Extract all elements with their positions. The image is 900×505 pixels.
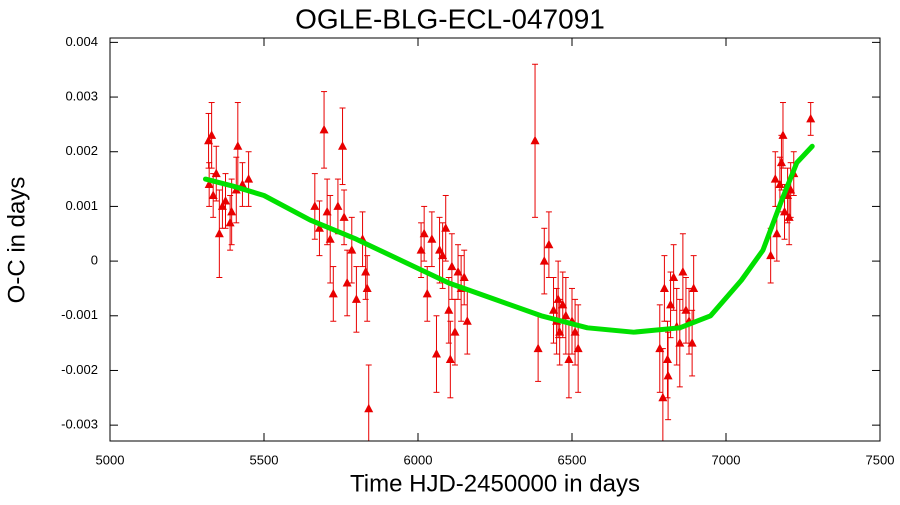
plot-area — [202, 63, 816, 441]
data-point — [416, 245, 426, 254]
data-point — [669, 272, 679, 282]
data-point — [431, 349, 441, 358]
y-tick-label: 0 — [91, 253, 98, 268]
x-tick-label: 7000 — [712, 452, 741, 467]
x-tick-label: 5000 — [96, 452, 125, 467]
data-point — [221, 195, 230, 205]
y-tick-label: 0.004 — [65, 34, 98, 49]
data-point — [319, 124, 329, 134]
data-point — [339, 212, 349, 221]
x-tick-label: 7500 — [866, 452, 895, 467]
data-point — [244, 174, 254, 183]
data-point — [422, 288, 432, 298]
data-point — [314, 223, 324, 232]
data-point — [570, 327, 580, 336]
data-point — [459, 272, 469, 282]
data-point — [786, 185, 796, 194]
data-point — [427, 234, 437, 243]
data-point — [441, 223, 451, 232]
data-point — [351, 294, 361, 303]
data-point — [553, 294, 563, 303]
y-axis-label: O-C in days — [3, 177, 30, 304]
fit-curve — [202, 143, 815, 335]
data-point — [204, 179, 214, 189]
data-point — [561, 310, 571, 320]
data-point — [689, 283, 699, 292]
data-point — [322, 206, 332, 216]
data-point — [659, 283, 669, 292]
data-point — [310, 201, 320, 210]
data-point — [678, 267, 688, 276]
y-tick-label: 0.001 — [65, 198, 98, 213]
data-point — [204, 135, 214, 145]
data-point — [325, 234, 335, 243]
data-point — [776, 157, 786, 167]
data-point — [539, 256, 549, 265]
data-point — [445, 354, 455, 364]
data-point — [338, 141, 348, 150]
data-point — [549, 305, 559, 314]
data-point — [555, 327, 565, 336]
data-point — [666, 299, 676, 309]
data-point — [328, 288, 338, 298]
data-point — [573, 343, 583, 353]
data-point — [558, 299, 568, 309]
data-point — [766, 250, 776, 260]
data-point — [450, 327, 460, 336]
data-point — [444, 305, 454, 314]
data-point — [655, 343, 665, 353]
y-tick-label: -0.003 — [61, 417, 98, 432]
data-point — [447, 261, 457, 271]
data-point — [533, 343, 543, 353]
data-point — [225, 217, 235, 227]
chart-title: OGLE-BLG-ECL-047091 — [295, 3, 605, 34]
data-point — [453, 267, 463, 276]
data-point — [435, 245, 445, 254]
data-point — [564, 354, 574, 364]
data-point — [419, 228, 429, 238]
data-point — [347, 245, 357, 254]
data-point — [217, 201, 227, 210]
x-tick-label: 6500 — [558, 452, 587, 467]
data-point — [775, 179, 785, 189]
data-point — [438, 250, 448, 260]
data-point — [675, 338, 685, 347]
data-point — [806, 113, 816, 123]
data-point — [681, 305, 691, 314]
data-point — [207, 130, 217, 139]
x-axis-label: Time HJD-2450000 in days — [350, 470, 640, 497]
y-tick-label: -0.001 — [61, 307, 98, 322]
data-point — [462, 316, 472, 325]
y-tick-label: 0.003 — [65, 88, 98, 103]
data-point — [772, 228, 782, 238]
data-point — [530, 135, 540, 145]
data-point — [227, 206, 237, 216]
data-point — [211, 168, 221, 178]
plot-frame — [109, 37, 881, 442]
x-tick-label: 5500 — [250, 452, 279, 467]
data-point — [544, 239, 554, 249]
data-point — [663, 370, 673, 380]
x-tick-label: 6000 — [404, 452, 433, 467]
data-point — [784, 212, 794, 221]
y-tick-label: 0.002 — [65, 143, 98, 158]
data-point — [687, 338, 697, 347]
data-point — [364, 403, 374, 413]
y-tick-label: -0.002 — [61, 362, 98, 377]
data-point — [770, 174, 780, 183]
data-point — [233, 141, 243, 150]
data-point — [662, 354, 672, 364]
data-point — [342, 277, 352, 287]
data-point — [208, 190, 218, 199]
data-point — [361, 267, 371, 276]
data-point — [780, 206, 790, 216]
data-point — [333, 201, 343, 210]
data-point — [778, 130, 788, 139]
data-point — [362, 283, 372, 292]
data-point — [214, 228, 224, 238]
data-point — [658, 392, 668, 402]
